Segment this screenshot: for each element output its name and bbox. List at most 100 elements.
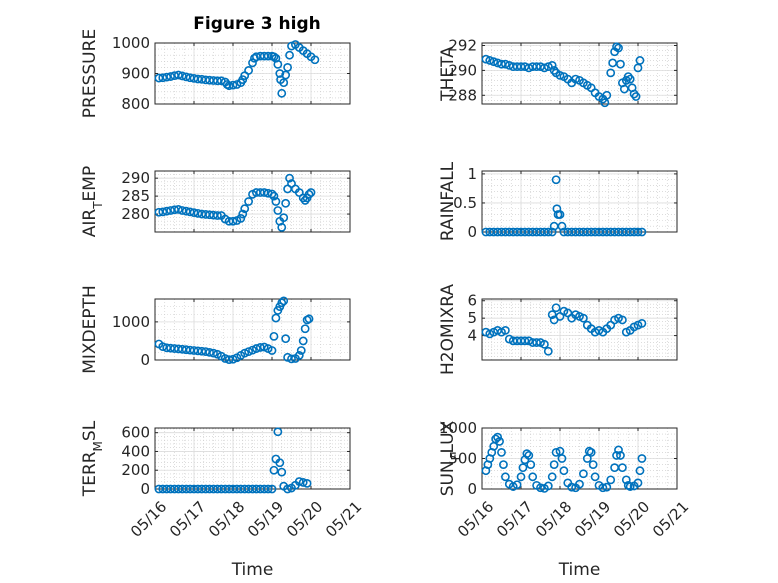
data-point <box>298 336 308 346</box>
y-tick-label: 285 <box>121 187 150 205</box>
data-point <box>238 209 248 219</box>
panel-pressure: 800 900 1000 PRESSURE <box>80 29 351 118</box>
data-point <box>633 227 643 237</box>
y-tick-label: 290 <box>448 61 477 79</box>
data-point <box>201 347 211 357</box>
data-point <box>259 188 269 197</box>
data-point <box>285 50 294 60</box>
x-axis-label: Time <box>231 560 274 580</box>
data-point <box>296 346 306 355</box>
data-point <box>551 303 561 313</box>
data-point <box>283 484 292 494</box>
data-point <box>177 206 187 215</box>
data-point <box>236 213 246 223</box>
data-point <box>637 227 647 237</box>
data-point <box>625 482 635 491</box>
data-point <box>263 484 273 494</box>
data-point <box>485 56 495 65</box>
data-point <box>497 447 506 457</box>
y-tick-label: 1000 <box>112 313 150 331</box>
data-point <box>547 310 557 320</box>
data-point <box>277 467 287 477</box>
y-tick-label: 900 <box>121 65 150 83</box>
data-point <box>228 216 238 226</box>
y-tick-label: 0.5 <box>453 194 477 212</box>
data-point <box>267 346 277 355</box>
data-point <box>499 460 508 469</box>
y-tick-label: 0 <box>467 223 477 241</box>
y-axis-label: MIXDEPTH <box>80 285 100 374</box>
y-tick-label: 0 <box>140 351 150 369</box>
y-axis-label: THETA <box>438 46 458 102</box>
data-point <box>557 221 567 231</box>
x-axis-label: Time <box>558 560 601 580</box>
data-point <box>269 331 279 341</box>
y-tick-label: 4 <box>467 327 477 345</box>
data-point <box>567 482 577 492</box>
data-point <box>281 198 291 208</box>
data-point <box>300 324 310 334</box>
data-point <box>540 339 549 349</box>
data-point <box>547 61 557 70</box>
axes-box <box>154 170 351 233</box>
data-point <box>259 342 269 352</box>
data-point <box>240 348 250 358</box>
data-point <box>177 71 187 81</box>
figure-title: Figure 3 high <box>193 14 321 34</box>
data-point <box>586 447 596 457</box>
data-point <box>621 475 631 485</box>
data-point <box>588 460 598 469</box>
data-point <box>526 460 536 469</box>
y-tick-label: 292 <box>448 36 477 54</box>
data-point <box>524 451 534 460</box>
panel-mixdepth: 0 1000 MIXDEPTH <box>80 285 351 374</box>
data-point <box>271 313 281 323</box>
data-point <box>614 445 623 455</box>
data-point <box>306 188 316 197</box>
y-tick-label: 6 <box>467 292 477 310</box>
data-point <box>228 80 238 90</box>
data-point <box>551 175 561 185</box>
data-point <box>267 189 277 199</box>
data-point <box>281 334 291 344</box>
y-tick-label: 1000 <box>112 34 150 52</box>
data-point <box>512 480 522 490</box>
data-point <box>543 481 553 491</box>
data-point <box>579 469 588 479</box>
y-tick-label: 800 <box>121 95 150 113</box>
data-point <box>248 345 257 355</box>
panel-h2omixra: 456 H2OMIXRA <box>438 284 678 375</box>
data-point <box>635 56 645 65</box>
data-point <box>273 59 283 69</box>
data-point <box>559 466 569 476</box>
data-point <box>310 55 320 65</box>
data-point <box>279 296 289 306</box>
data-point <box>269 52 279 62</box>
data-point <box>549 460 559 469</box>
data-point <box>251 344 261 353</box>
y-tick-label: 200 <box>121 461 150 479</box>
axes-box <box>481 298 678 361</box>
data-point <box>277 222 287 232</box>
data-point <box>555 210 565 219</box>
data-point <box>181 72 191 82</box>
data-point <box>269 465 279 475</box>
y-tick-label: 500 <box>448 450 477 468</box>
data-point <box>304 189 314 199</box>
data-point <box>522 449 532 459</box>
data-point <box>532 338 541 347</box>
data-point <box>285 173 294 183</box>
data-point <box>294 351 304 360</box>
data-point <box>277 298 287 308</box>
data-point <box>612 451 621 460</box>
data-point <box>543 227 553 237</box>
data-point <box>173 70 183 80</box>
y-axis-label: RAINFALL <box>438 161 458 241</box>
data-point <box>267 484 277 494</box>
y-tick-label: 280 <box>121 205 150 223</box>
data-point <box>551 447 561 457</box>
data-point <box>248 58 257 68</box>
panel-rainfall: 0 0.5 1 RAINFALL <box>438 161 678 241</box>
data-point <box>158 342 168 352</box>
data-point <box>279 213 289 223</box>
